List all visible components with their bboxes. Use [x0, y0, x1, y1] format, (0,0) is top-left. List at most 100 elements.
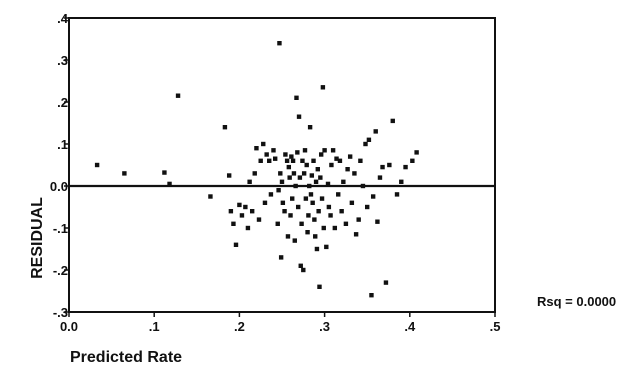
data-point	[345, 167, 350, 172]
data-point	[226, 173, 232, 178]
rsq-annotation: Rsq = 0.0000	[537, 294, 616, 309]
data-point	[383, 280, 389, 285]
data-point	[410, 158, 415, 163]
data-point	[272, 156, 278, 161]
data-point	[328, 213, 333, 218]
data-point	[307, 125, 313, 130]
data-point	[291, 171, 297, 176]
x-tick-label: .3	[319, 319, 330, 334]
data-point	[284, 158, 290, 163]
y-tick-label: .3	[57, 53, 68, 68]
y-tick-label: .2	[57, 95, 68, 110]
data-point	[264, 152, 269, 157]
data-point	[278, 171, 283, 176]
data-point	[403, 164, 408, 170]
data-point	[276, 188, 281, 193]
data-point	[293, 183, 298, 189]
data-point	[262, 200, 268, 205]
data-point	[295, 150, 300, 155]
data-point	[318, 152, 324, 157]
data-point	[279, 179, 285, 184]
data-point	[358, 158, 363, 163]
data-point	[239, 213, 245, 218]
data-point	[305, 230, 310, 235]
data-point	[280, 200, 286, 205]
data-point	[249, 209, 255, 214]
data-point	[237, 202, 242, 208]
data-point	[290, 196, 295, 201]
data-point	[320, 85, 326, 90]
data-point	[288, 213, 293, 218]
data-point	[256, 217, 262, 222]
data-point	[292, 238, 297, 243]
data-point	[414, 150, 419, 155]
data-point	[277, 41, 282, 46]
data-point	[301, 267, 306, 273]
data-point	[231, 221, 236, 226]
data-point	[307, 183, 312, 189]
data-point	[352, 171, 357, 176]
data-point	[332, 225, 338, 231]
x-tick-label: 0.0	[60, 319, 78, 334]
data-point	[243, 204, 248, 210]
data-point	[285, 234, 291, 239]
data-point	[283, 152, 288, 157]
data-point	[302, 148, 308, 153]
x-tick-label: .2	[234, 319, 245, 334]
data-point	[353, 232, 359, 237]
data-point	[296, 114, 302, 119]
data-point	[301, 171, 307, 176]
data-point	[339, 209, 344, 214]
data-point	[268, 192, 274, 197]
data-point	[319, 196, 325, 201]
data-point	[275, 221, 280, 226]
data-point	[309, 173, 315, 178]
data-point	[321, 225, 326, 231]
data-point	[252, 171, 257, 176]
data-point	[370, 194, 376, 199]
data-point	[314, 246, 320, 252]
data-point	[375, 219, 380, 224]
y-tick-label: .4	[57, 11, 69, 26]
data-point	[162, 170, 167, 175]
data-point	[247, 179, 252, 184]
data-point	[306, 213, 311, 218]
data-point	[295, 204, 301, 210]
data-point	[308, 192, 314, 197]
x-tick-label: .4	[404, 319, 416, 334]
data-point	[363, 141, 368, 147]
data-point	[315, 167, 320, 172]
data-point	[122, 171, 127, 176]
y-axis-title: RESIDUAL	[29, 197, 46, 279]
data-point	[300, 158, 305, 163]
data-point	[310, 200, 315, 205]
data-point	[365, 204, 370, 210]
data-point	[278, 255, 284, 260]
data-point	[313, 234, 318, 239]
x-tick-label: .1	[149, 319, 160, 334]
data-point	[267, 158, 272, 163]
data-point	[258, 158, 263, 163]
y-tick-label: -.1	[53, 221, 68, 236]
data-point	[298, 263, 303, 268]
data-point	[390, 118, 395, 124]
data-point	[208, 194, 213, 199]
data-points	[94, 41, 419, 298]
data-point	[290, 158, 296, 163]
data-point	[349, 200, 355, 205]
data-point	[329, 162, 334, 168]
y-tick-label: 0.0	[50, 179, 68, 194]
y-tick-label: -.3	[53, 305, 68, 320]
data-point	[282, 209, 287, 214]
data-point	[387, 162, 392, 168]
data-point	[337, 158, 343, 163]
data-point	[175, 93, 181, 98]
data-point	[322, 148, 327, 153]
data-point	[311, 158, 316, 163]
data-point	[394, 192, 400, 197]
data-point	[317, 284, 322, 289]
data-point	[347, 154, 353, 159]
data-point	[316, 209, 321, 214]
axes	[68, 17, 496, 313]
